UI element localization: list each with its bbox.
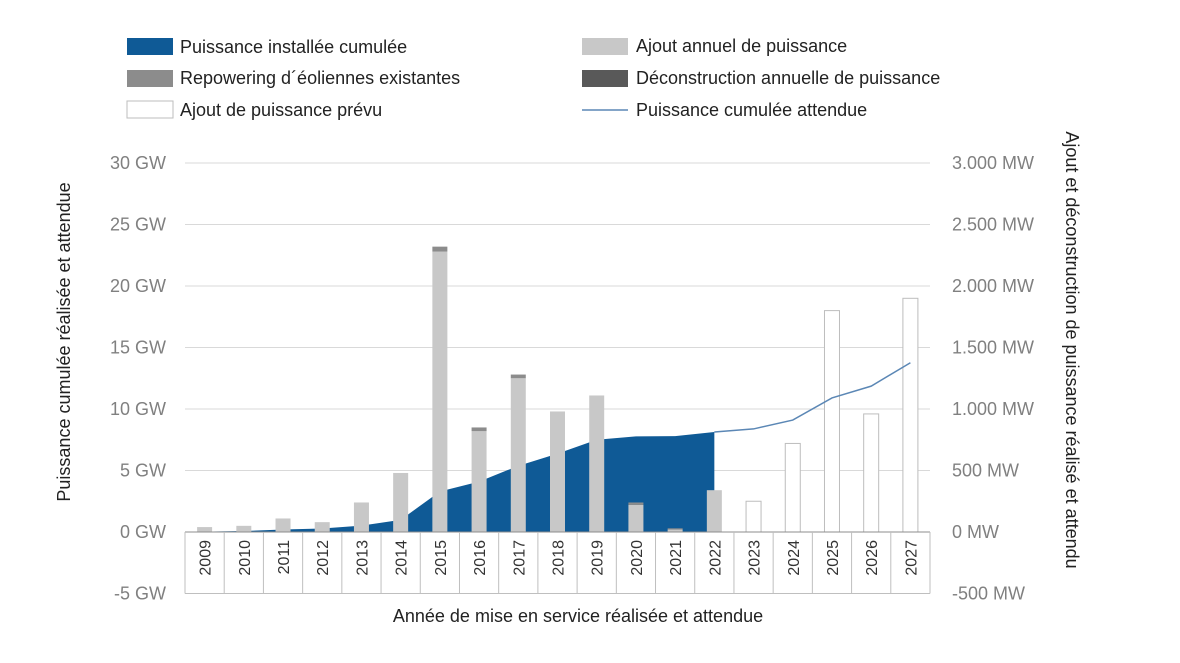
gridlines xyxy=(185,162,930,471)
x-tick-label: 2022 xyxy=(707,540,724,576)
x-tick-label: 2018 xyxy=(551,540,568,576)
cumulative-area-layer xyxy=(185,432,715,532)
y-left-tick-label: -5 GW xyxy=(114,584,166,604)
planned-addition-bar xyxy=(745,500,762,533)
planned-addition-bar xyxy=(784,442,801,533)
y-right-tick-label: 2.000 MW xyxy=(952,276,1034,296)
y-right-tick-label: 3.000 MW xyxy=(952,153,1034,173)
y-right-tick-label: 0 MW xyxy=(952,522,999,542)
annual-addition-bar xyxy=(393,472,409,532)
annual-addition-bar xyxy=(550,411,565,532)
annual-addition-bar xyxy=(432,251,448,532)
expected-line-layer xyxy=(714,362,911,433)
annual-addition-bar xyxy=(197,527,213,532)
legend-label-expected-cumulative: Puissance cumulée attendue xyxy=(636,100,867,120)
annual-addition-bar xyxy=(275,518,291,532)
x-tick-label: 2013 xyxy=(354,540,371,576)
y-left-tick-label: 0 GW xyxy=(120,522,166,542)
x-tick-label: 2016 xyxy=(472,540,489,576)
legend-label-planned: Ajout de puissance prévu xyxy=(180,100,382,120)
legend-swatch-cumulative xyxy=(127,38,173,55)
x-tick-label: 2025 xyxy=(825,540,842,576)
y-left-tick-label: 30 GW xyxy=(110,153,166,173)
x-tick-label: 2012 xyxy=(315,540,332,576)
legend-label-annual-addition: Ajout annuel de puissance xyxy=(636,36,847,56)
annual-addition-bar xyxy=(510,378,526,532)
x-tick-label: 2026 xyxy=(864,540,881,576)
axes-layer: -5 GW -500 MW 0 GW 0 MW 5 GW 500 MW 10 GW 1.000… xyxy=(110,153,1034,604)
repowering-bar xyxy=(667,528,683,530)
x-axis-title: Année de mise en service réalisée et att… xyxy=(393,606,763,626)
repowering-bar xyxy=(628,502,644,505)
cumulative-area xyxy=(185,432,715,532)
legend-swatch-repowering xyxy=(127,70,173,87)
annual-addition-bar xyxy=(628,504,644,532)
x-tick-label: 2014 xyxy=(394,540,411,576)
annual-addition-bar xyxy=(471,431,487,532)
x-tick-label: 2011 xyxy=(276,540,293,575)
y-axis-right-title: Ajout et déconstruction de puissance réa… xyxy=(1062,131,1082,568)
legend-label-cumulative: Puissance installée cumulée xyxy=(180,37,407,57)
y-axis-left-title: Puissance cumulée réalisée et attendue xyxy=(54,182,74,501)
annual-addition-bar xyxy=(589,395,605,532)
x-tick-label: 2015 xyxy=(433,540,450,576)
bars-layer xyxy=(197,246,919,533)
y-left-tick-label: 15 GW xyxy=(110,338,166,358)
x-tick-label: 2019 xyxy=(590,540,607,576)
planned-addition-bar xyxy=(863,413,880,533)
y-left-tick-label: 25 GW xyxy=(110,215,166,235)
x-tick-label: 2020 xyxy=(629,540,646,576)
x-tick-label: 2009 xyxy=(198,540,215,576)
x-tick-label: 2023 xyxy=(747,540,764,576)
x-tick-label: 2027 xyxy=(903,540,920,576)
legend: Puissance installée cumulée Repowering d… xyxy=(126,36,940,120)
planned-addition-bar xyxy=(823,310,840,533)
y-right-tick-label: 2.500 MW xyxy=(952,215,1034,235)
legend-label-decommissioning: Déconstruction annuelle de puissance xyxy=(636,68,940,88)
expected-cumulative-line xyxy=(714,362,911,433)
repowering-bar xyxy=(432,246,448,252)
y-right-tick-label: 500 MW xyxy=(952,461,1019,481)
x-tick-label: 2017 xyxy=(511,540,528,576)
y-left-tick-label: 20 GW xyxy=(110,276,166,296)
annual-addition-bar xyxy=(236,525,252,532)
repowering-bar xyxy=(510,374,526,379)
repowering-bar xyxy=(471,427,487,432)
legend-swatch-decommissioning xyxy=(582,70,628,87)
annual-addition-bar xyxy=(353,502,369,532)
x-tick-label: 2010 xyxy=(237,540,254,576)
legend-swatch-annual-addition xyxy=(582,38,628,55)
annual-addition-bar xyxy=(314,522,330,532)
planned-addition-bar xyxy=(902,297,919,533)
annual-addition-bar xyxy=(706,490,722,532)
y-left-tick-label: 5 GW xyxy=(120,461,166,481)
y-right-tick-label: -500 MW xyxy=(952,584,1025,604)
y-left-tick-label: 10 GW xyxy=(110,399,166,419)
y-right-tick-label: 1.500 MW xyxy=(952,338,1034,358)
x-tick-label: 2021 xyxy=(668,540,685,576)
legend-swatch-planned xyxy=(126,100,174,119)
y-right-tick-label: 1.000 MW xyxy=(952,399,1034,419)
annual-addition-bar xyxy=(667,529,683,532)
legend-label-repowering: Repowering d´éoliennes existantes xyxy=(180,68,460,88)
x-tick-label: 2024 xyxy=(786,540,803,576)
